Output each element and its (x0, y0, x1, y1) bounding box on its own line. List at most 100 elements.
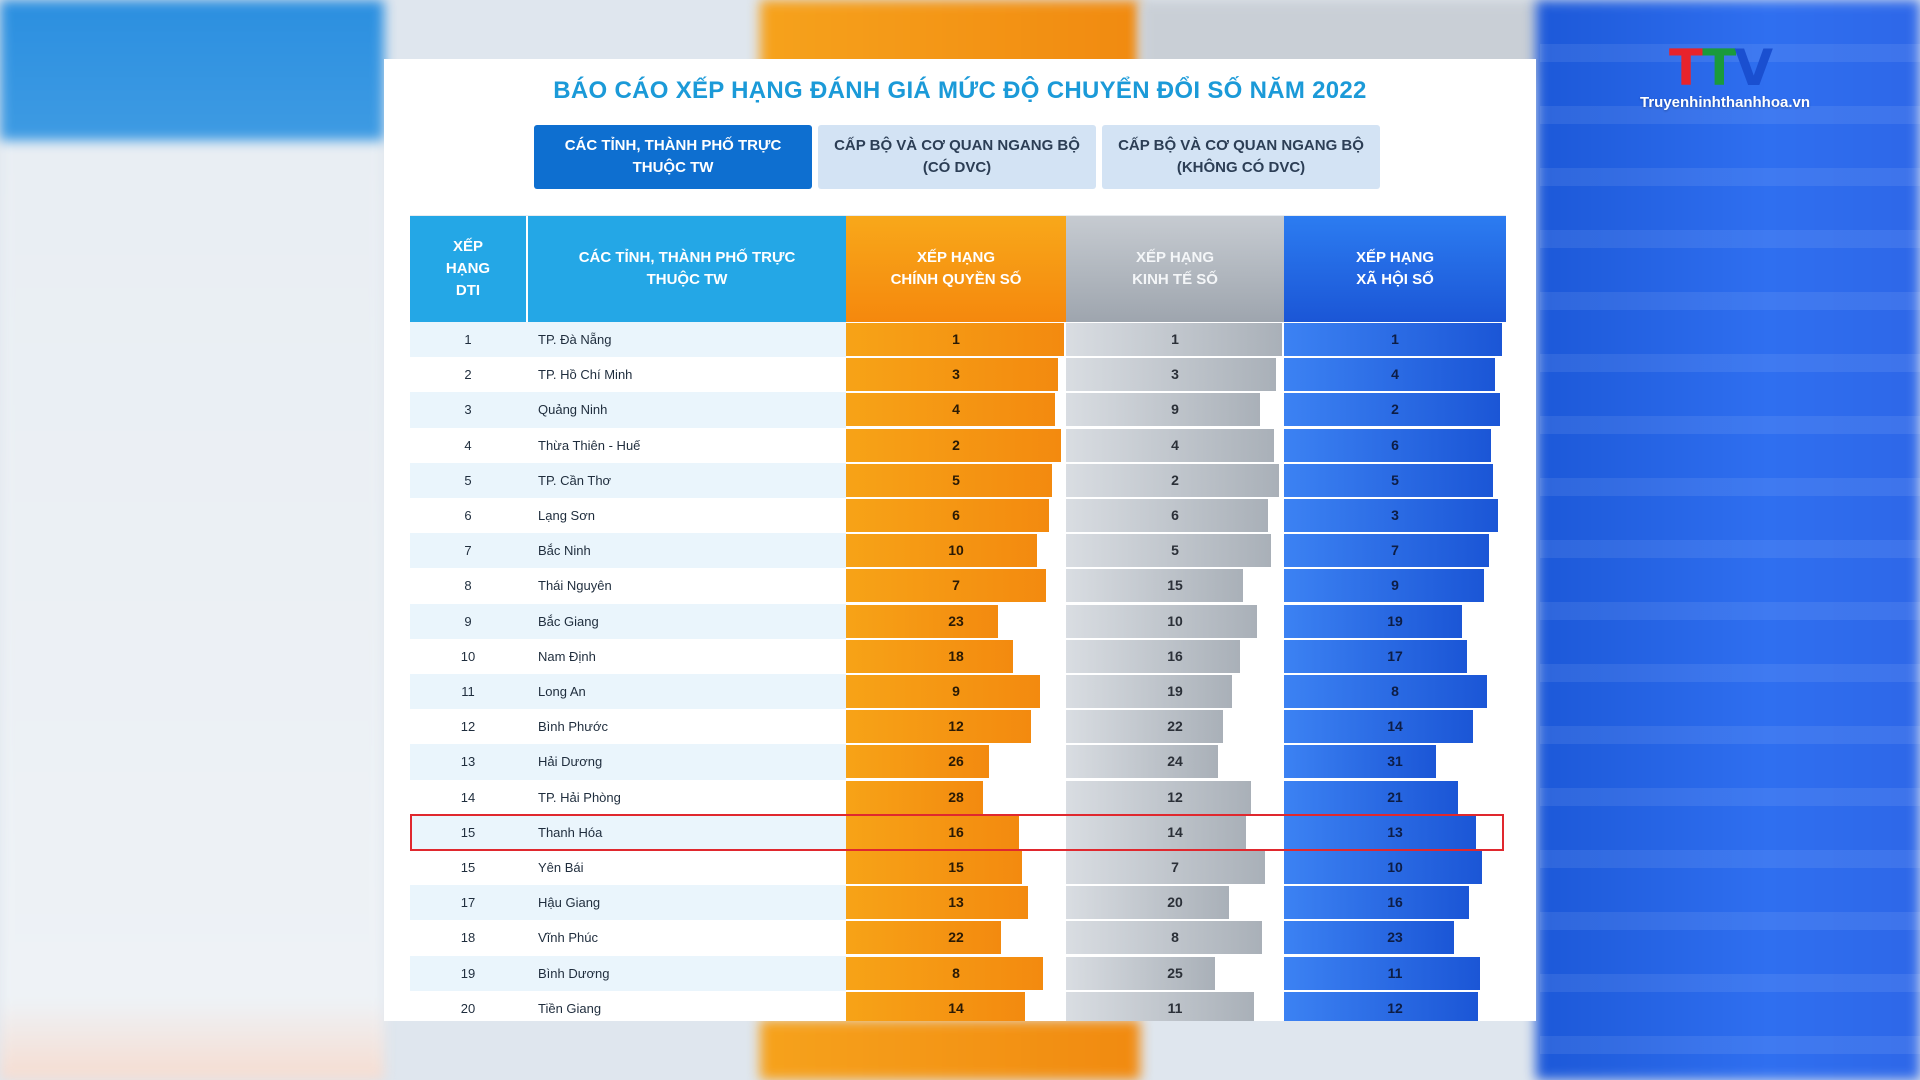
digital-economy-value: 24 (1167, 753, 1183, 770)
province-name-cell: Bình Phước (538, 719, 608, 735)
digital-government-bar (846, 534, 1037, 568)
province-name-cell: Thanh Hóa (538, 824, 603, 840)
logo-letter-t2: T (1702, 39, 1736, 97)
digital-society-bar (1284, 991, 1478, 1021)
digital-economy-bar (1066, 956, 1215, 990)
digital-government-value: 23 (948, 612, 964, 629)
digital-economy-bar (1066, 710, 1224, 744)
header-digital-government: XẾP HẠNG CHÍNH QUYỀN SỐ (846, 216, 1066, 322)
dti-rank-cell: 10 (460, 648, 476, 664)
digital-society-bar (1284, 323, 1502, 356)
table-row: 13 Hải Dương 26 24 31 (410, 744, 1506, 780)
digital-government-bar (846, 886, 1028, 920)
digital-society-bar (1284, 569, 1485, 603)
row-stripe (410, 709, 846, 745)
digital-economy-bar (1066, 675, 1232, 708)
table-row: 8 Thái Nguyên 7 15 9 (410, 568, 1506, 604)
digital-government-bar (846, 569, 1046, 603)
digital-society-bar (1284, 358, 1496, 392)
digital-economy-bar (1066, 428, 1274, 462)
digital-economy-value: 10 (1167, 612, 1183, 629)
dti-rank-cell: 13 (460, 754, 476, 770)
report-title: BÁO CÁO XẾP HẠNG ĐÁNH GIÁ MỨC ĐỘ CHUYỂN … (553, 77, 1367, 104)
tab-ministries-with-dvc[interactable]: CẤP BỘ VÀ CƠ QUAN NGANG BỘ (CÓ DVC) (818, 125, 1096, 189)
digital-government-bar (846, 851, 1022, 884)
digital-society-value: 6 (1391, 436, 1399, 453)
digital-society-value: 9 (1391, 577, 1399, 594)
dti-rank-cell: 17 (460, 895, 476, 911)
row-stripe (410, 392, 846, 428)
digital-society-value: 23 (1387, 929, 1403, 946)
digital-society-value: 1 (1391, 331, 1399, 347)
tab-ministries-without-dvc[interactable]: CẤP BỘ VÀ CƠ QUAN NGANG BỘ (KHÔNG CÓ DVC… (1102, 125, 1380, 189)
digital-society-value: 21 (1387, 788, 1403, 805)
digital-economy-value: 14 (1167, 823, 1183, 840)
digital-society-bar (1284, 886, 1469, 920)
row-stripe (410, 814, 846, 850)
table-row: 3 Quảng Ninh 4 9 2 (410, 392, 1506, 428)
province-name-cell: Yên Bái (538, 860, 584, 875)
digital-economy-value: 19 (1167, 683, 1183, 699)
dti-rank-cell: 15 (460, 824, 476, 840)
dti-rank-cell: 19 (460, 965, 476, 981)
digital-government-value: 4 (952, 401, 960, 418)
dti-rank-cell: 15 (460, 860, 476, 875)
logo-letter-t1: T (1668, 39, 1704, 97)
digital-society-value: 13 (1387, 823, 1403, 840)
header-digital-society: XẾP HẠNG XÃ HỘI SỐ (1284, 216, 1506, 322)
digital-government-value: 3 (952, 366, 960, 383)
digital-government-bar (846, 710, 1031, 744)
dti-rank-cell: 1 (464, 332, 472, 347)
header-digital-economy: XẾP HẠNG KINH TẾ SỐ (1066, 216, 1284, 322)
logo-site-url: Truyenhinhthanhhoa.vn (1640, 94, 1811, 111)
digital-economy-value: 5 (1171, 542, 1179, 559)
digital-society-bar (1284, 499, 1498, 532)
row-stripe (410, 533, 846, 569)
table-row: 5 TP. Cần Thơ 5 2 5 (410, 462, 1506, 498)
dti-rank-cell: 3 (464, 402, 472, 418)
digital-government-value: 7 (952, 577, 960, 594)
row-stripe (410, 568, 846, 604)
digital-government-value: 10 (948, 542, 964, 559)
digital-society-bar (1284, 921, 1454, 955)
digital-economy-value: 20 (1167, 894, 1183, 911)
table-row: 6 Lạng Sơn 6 6 3 (410, 498, 1506, 534)
province-name-cell: Thừa Thiên - Huế (538, 437, 641, 453)
digital-society-bar (1284, 780, 1458, 814)
row-stripe (410, 920, 846, 956)
ranking-table: XẾP HẠNG DTI CÁC TỈNH, THÀNH PHỐ TRỰC TH… (410, 215, 1506, 1021)
digital-society-value: 19 (1387, 612, 1403, 629)
digital-society-bar (1284, 956, 1480, 990)
digital-society-bar (1284, 534, 1489, 568)
province-name-cell: Long An (538, 684, 586, 699)
tab-provinces[interactable]: CÁC TỈNH, THÀNH PHỐ TRỰC THUỘC TW (534, 125, 812, 189)
digital-government-value: 15 (948, 859, 964, 875)
province-name-cell: TP. Đà Nẵng (538, 332, 612, 347)
dti-rank-cell: 11 (461, 684, 475, 699)
digital-economy-bar (1066, 780, 1252, 814)
digital-economy-bar (1066, 358, 1277, 392)
digital-government-value: 22 (948, 929, 964, 946)
digital-government-bar (846, 604, 998, 638)
ttv-logo: TTV Truyenhinhthanhhoa.vn (1640, 39, 1811, 111)
digital-government-value: 13 (948, 894, 964, 911)
digital-government-bar (846, 499, 1049, 532)
province-name-cell: Vĩnh Phúc (538, 930, 598, 946)
digital-government-value: 6 (952, 507, 960, 523)
digital-society-value: 17 (1387, 647, 1403, 664)
digital-government-value: 14 (948, 999, 964, 1016)
digital-society-value: 10 (1387, 859, 1403, 875)
dti-rank-cell: 14 (460, 789, 476, 805)
row-stripe (410, 427, 846, 463)
digital-government-value: 8 (952, 964, 960, 981)
dti-rank-cell: 8 (464, 578, 472, 594)
digital-economy-bar (1066, 393, 1260, 427)
dti-rank-cell: 20 (460, 1000, 476, 1016)
report-panel: BÁO CÁO XẾP HẠNG ĐÁNH GIÁ MỨC ĐỘ CHUYỂN … (384, 59, 1536, 1021)
digital-society-value: 16 (1387, 894, 1403, 911)
digital-economy-value: 16 (1167, 647, 1183, 664)
province-name-cell: TP. Cần Thơ (538, 472, 612, 488)
digital-economy-value: 7 (1171, 859, 1179, 875)
digital-government-bar (846, 815, 1019, 849)
digital-economy-value: 6 (1171, 507, 1179, 523)
